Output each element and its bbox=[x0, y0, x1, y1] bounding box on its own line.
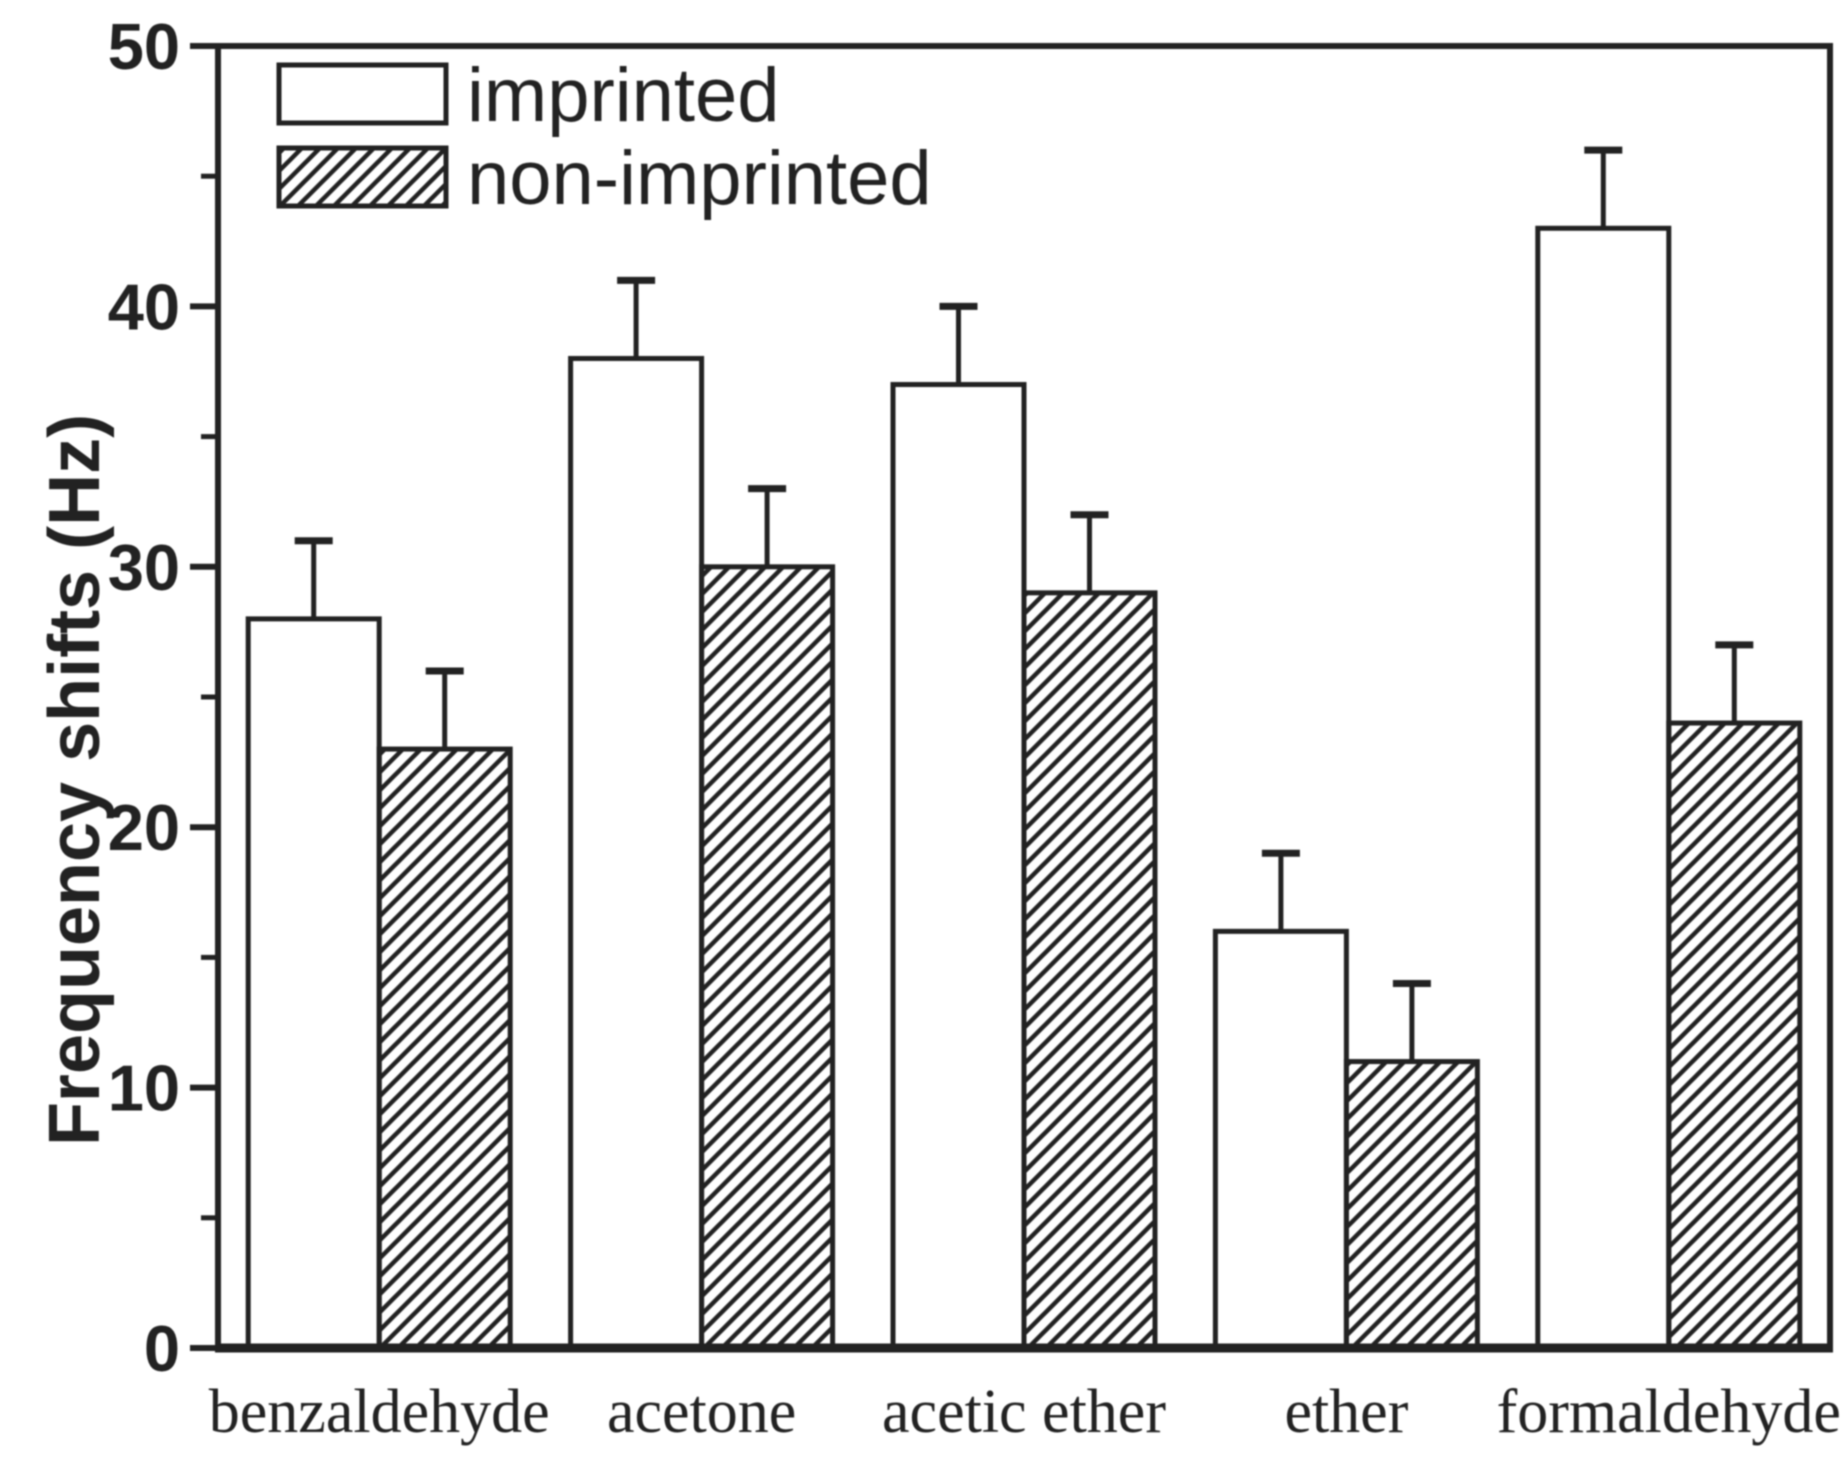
bar-imprinted-benzaldehyde bbox=[245, 616, 382, 1351]
legend-label-imprinted: imprinted bbox=[467, 53, 780, 138]
x-category-label: acetone bbox=[607, 1378, 796, 1446]
legend-label-non-imprinted: non-imprinted bbox=[467, 136, 932, 221]
bar-non-imprinted-acetic-ether bbox=[1021, 590, 1158, 1351]
bar-non-imprinted-ether bbox=[1343, 1059, 1480, 1351]
y-tick-label: 40 bbox=[108, 270, 180, 343]
legend-swatch-imprinted bbox=[276, 62, 449, 126]
y-tick-label: 50 bbox=[108, 10, 180, 83]
bar-imprinted-acetic-ether bbox=[890, 382, 1027, 1351]
bar-non-imprinted-formaldehyde bbox=[1666, 720, 1803, 1351]
bar-non-imprinted-acetone bbox=[699, 564, 836, 1351]
x-category-label: formaldehyde bbox=[1497, 1378, 1841, 1446]
x-category-label: acetic ether bbox=[882, 1378, 1166, 1446]
bar-imprinted-acetone bbox=[568, 355, 705, 1351]
x-category-label: benzaldehyde bbox=[209, 1378, 550, 1446]
y-tick-label: 0 bbox=[144, 1312, 180, 1385]
x-category-label: ether bbox=[1284, 1378, 1408, 1446]
y-tick-label: 20 bbox=[108, 791, 180, 864]
bar-imprinted-formaldehyde bbox=[1535, 225, 1672, 1351]
y-tick-label: 10 bbox=[108, 1052, 180, 1125]
y-axis-title: Frequency shifts (Hz) bbox=[35, 414, 115, 1146]
bar-non-imprinted-benzaldehyde bbox=[376, 746, 513, 1351]
bar-imprinted-ether bbox=[1212, 928, 1349, 1351]
y-tick-label: 30 bbox=[108, 531, 180, 604]
legend-swatch-non-imprinted bbox=[276, 145, 449, 209]
